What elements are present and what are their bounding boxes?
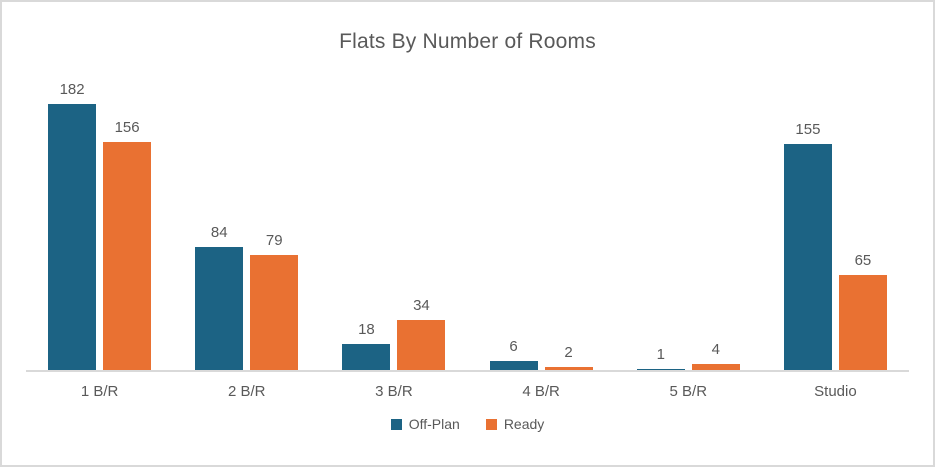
bar-value-label: 6 — [509, 338, 518, 356]
bar-value-label: 18 — [358, 320, 375, 338]
bar-off-plan: 84 — [195, 224, 244, 370]
chart-title: Flats By Number of Rooms — [339, 30, 596, 53]
bar-group-3-b-r: 18 34 — [320, 80, 467, 370]
legend: Off-Plan Ready — [2, 416, 933, 432]
bar-ready: 65 — [838, 252, 887, 370]
x-axis: 1 B/R 2 B/R 3 B/R 4 B/R 5 B/R Studio — [26, 372, 909, 400]
plot-area: 182 156 84 79 18 34 6 2 1 4 155 65 — [26, 80, 909, 372]
legend-item-off-plan: Off-Plan — [390, 416, 460, 432]
bar-value-label: 1 — [656, 345, 665, 363]
x-axis-label: Studio — [814, 383, 857, 400]
legend-label: Ready — [503, 416, 545, 432]
x-axis-label: 2 B/R — [228, 383, 266, 400]
x-axis-label: 3 B/R — [375, 383, 413, 400]
bar-group-2-b-r: 84 79 — [173, 80, 320, 370]
bar-ready: 156 — [103, 119, 152, 370]
bar-ready: 34 — [397, 297, 446, 370]
bar-value-label: 156 — [114, 119, 140, 137]
bar-off-plan: 18 — [342, 321, 391, 370]
bar-value-label: 2 — [564, 344, 573, 362]
legend-swatch-off-plan — [390, 418, 402, 430]
x-axis-label: 5 B/R — [669, 383, 708, 400]
bar-ready: 2 — [544, 344, 593, 370]
legend-label: Off-Plan — [408, 416, 460, 432]
x-axis-label: 1 B/R — [80, 383, 119, 400]
bar-value-label: 155 — [795, 120, 821, 138]
legend-item-ready: Ready — [485, 416, 545, 432]
bar-value-label: 84 — [210, 224, 228, 242]
bar-off-plan: 6 — [489, 338, 538, 370]
legend-swatch-ready — [485, 418, 497, 430]
bar-value-label: 65 — [854, 252, 872, 270]
bar-ready: 4 — [691, 341, 740, 370]
bar-group-studio: 155 65 — [762, 80, 909, 370]
bar-off-plan: 1 — [636, 346, 685, 370]
bar-off-plan: 182 — [48, 81, 97, 370]
x-axis-label: 4 B/R — [522, 383, 560, 400]
bar-off-plan: 155 — [783, 121, 832, 370]
bar-ready: 79 — [250, 232, 299, 370]
bar-value-label: 4 — [711, 341, 720, 359]
bar-group-1-b-r: 182 156 — [26, 80, 173, 370]
bar-value-label: 79 — [265, 231, 283, 249]
bar-value-label: 34 — [413, 297, 430, 315]
bar-value-label: 182 — [59, 81, 85, 99]
